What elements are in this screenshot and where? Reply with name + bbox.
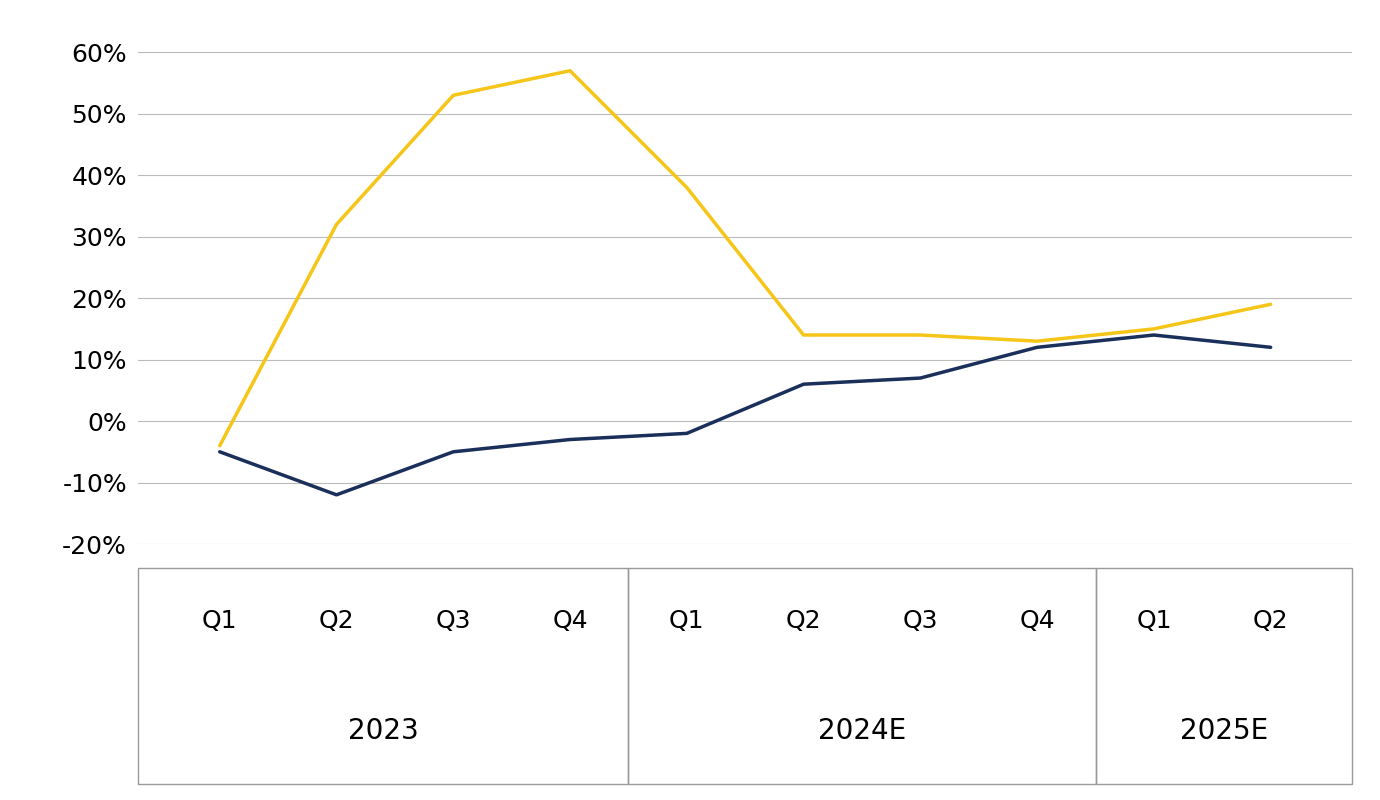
Bar [138,568,628,784]
Text: Q3: Q3 [903,610,938,634]
Text: Q2: Q2 [1253,610,1289,634]
Bar [1096,568,1352,784]
Text: Q3: Q3 [436,610,471,634]
Text: Q4: Q4 [1020,610,1054,634]
Text: Q2: Q2 [785,610,821,634]
Text: Q2: Q2 [319,610,355,634]
Text: Q1: Q1 [1136,610,1172,634]
Text: Q4: Q4 [552,610,588,634]
Text: Q1: Q1 [669,610,705,634]
Text: 2024E: 2024E [818,717,907,745]
Text: 2023: 2023 [348,717,418,745]
Bar [628,568,1096,784]
Text: 2025E: 2025E [1180,717,1268,745]
Text: Q1: Q1 [201,610,237,634]
